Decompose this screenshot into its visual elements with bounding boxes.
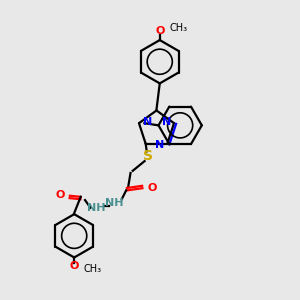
Text: N: N	[143, 117, 153, 127]
Text: S: S	[143, 149, 153, 163]
Text: N: N	[155, 140, 164, 150]
Text: O: O	[70, 261, 79, 271]
Text: N: N	[161, 117, 171, 127]
Text: CH₃: CH₃	[84, 264, 102, 274]
Text: O: O	[155, 26, 164, 36]
Text: O: O	[55, 190, 64, 200]
Text: NH: NH	[87, 203, 105, 213]
Text: O: O	[148, 183, 157, 193]
Text: NH: NH	[105, 198, 124, 208]
Text: CH₃: CH₃	[169, 23, 188, 33]
